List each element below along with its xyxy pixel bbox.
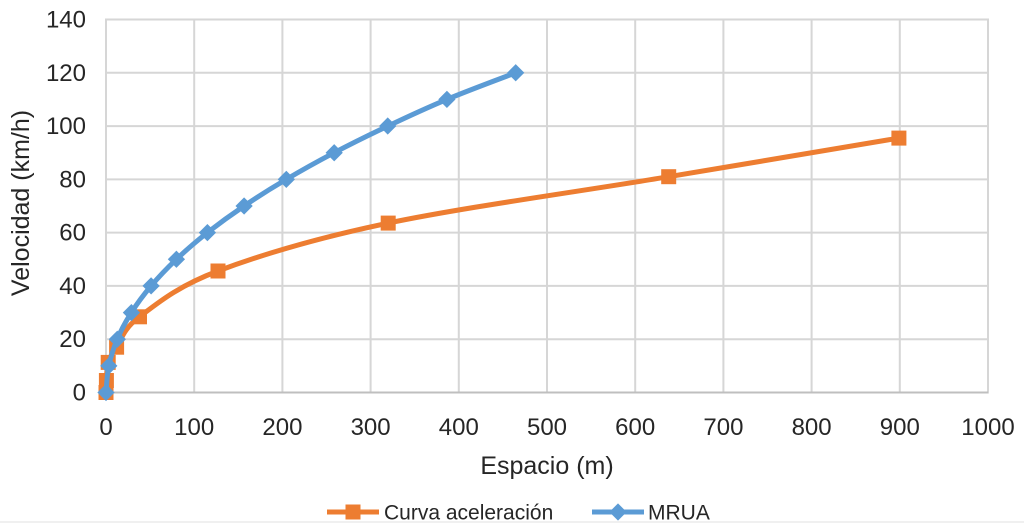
svg-text:300: 300 [351, 414, 391, 441]
svg-text:60: 60 [59, 220, 86, 247]
svg-text:80: 80 [59, 166, 86, 193]
svg-text:40: 40 [59, 273, 86, 300]
svg-text:900: 900 [880, 414, 920, 441]
svg-text:500: 500 [527, 414, 567, 441]
svg-text:200: 200 [262, 414, 302, 441]
svg-text:0: 0 [73, 380, 86, 407]
svg-text:Velocidad (km/h): Velocidad (km/h) [7, 110, 35, 296]
svg-text:120: 120 [46, 60, 86, 87]
svg-text:1000: 1000 [961, 414, 1014, 441]
svg-text:140: 140 [46, 7, 86, 34]
svg-text:0: 0 [99, 414, 112, 441]
svg-text:MRUA: MRUA [648, 502, 710, 523]
svg-text:Espacio (m): Espacio (m) [480, 452, 613, 480]
svg-text:400: 400 [439, 414, 479, 441]
svg-text:Curva aceleración: Curva aceleración [384, 502, 553, 523]
svg-text:700: 700 [703, 414, 743, 441]
svg-text:100: 100 [46, 113, 86, 140]
svg-text:600: 600 [615, 414, 655, 441]
svg-text:100: 100 [174, 414, 214, 441]
svg-text:20: 20 [59, 326, 86, 353]
svg-text:800: 800 [792, 414, 832, 441]
